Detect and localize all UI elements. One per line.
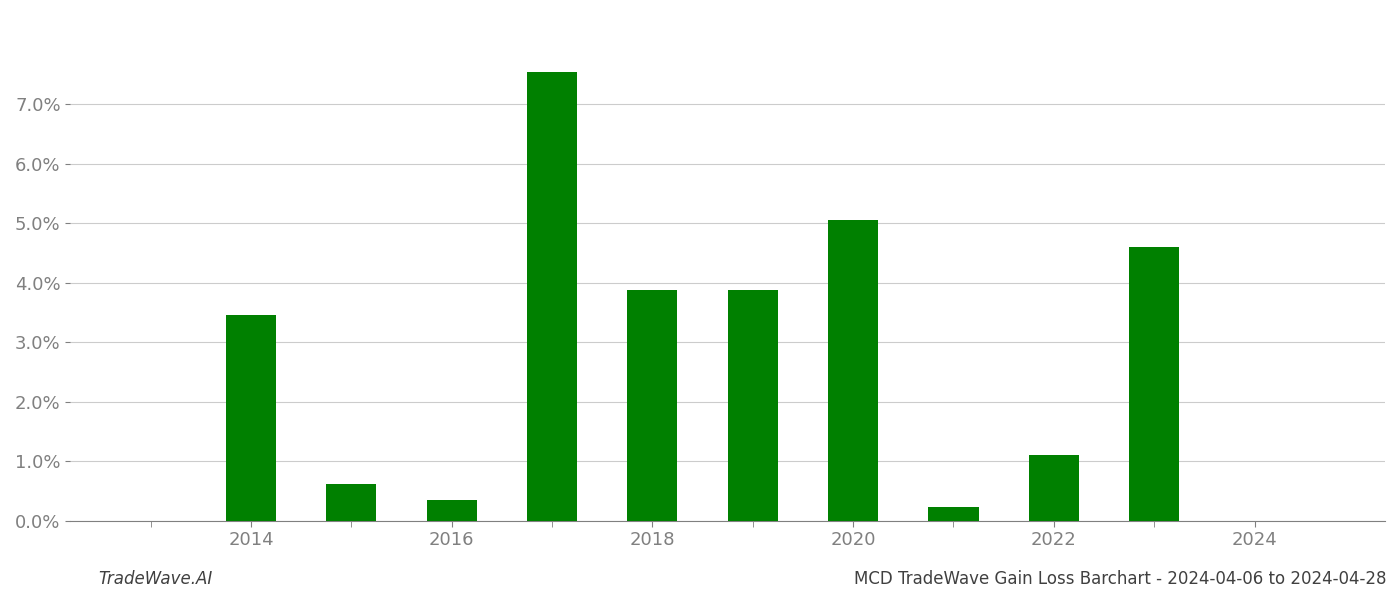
Bar	[928, 508, 979, 521]
Bar	[526, 71, 577, 521]
Bar	[1029, 455, 1079, 521]
Bar	[1128, 247, 1179, 521]
Bar	[728, 290, 778, 521]
Bar	[827, 220, 878, 521]
Text: TradeWave.AI: TradeWave.AI	[98, 570, 213, 588]
Bar	[326, 484, 377, 521]
Bar	[627, 290, 678, 521]
Text: MCD TradeWave Gain Loss Barchart - 2024-04-06 to 2024-04-28: MCD TradeWave Gain Loss Barchart - 2024-…	[854, 570, 1386, 588]
Bar	[225, 316, 276, 521]
Bar	[427, 500, 477, 521]
